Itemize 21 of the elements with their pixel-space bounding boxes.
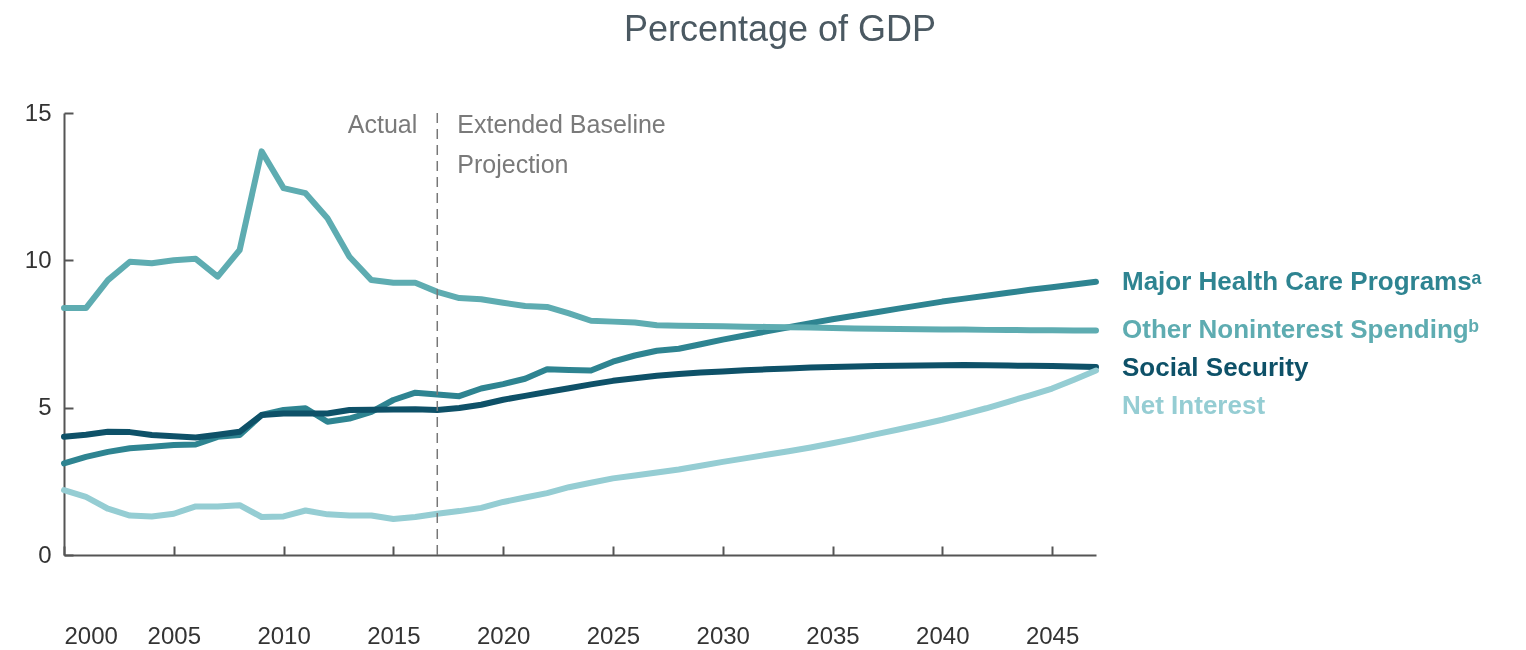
series-label: Major Health Care Programsᵃ bbox=[1122, 265, 1482, 296]
series-label: Social Security bbox=[1122, 352, 1309, 383]
x-tick-label: 2030 bbox=[696, 621, 750, 649]
series-label: Net Interest bbox=[1122, 390, 1266, 421]
x-tick-label: 2040 bbox=[916, 621, 970, 649]
x-tick-label: 2010 bbox=[257, 621, 311, 649]
y-tick-label: 0 bbox=[38, 540, 52, 568]
chart-title: Percentage of GDP bbox=[623, 8, 937, 49]
annotation: Actual bbox=[347, 110, 418, 138]
y-tick-label: 5 bbox=[38, 393, 52, 421]
x-tick-label: 2045 bbox=[1025, 621, 1080, 649]
x-tick-label: 2035 bbox=[806, 621, 860, 649]
series-label: Other Noninterest Spendingᵇ bbox=[1122, 314, 1479, 345]
y-tick-label: 10 bbox=[24, 245, 52, 273]
x-tick-label: 2000 bbox=[64, 621, 118, 649]
x-tick-label: 2020 bbox=[476, 621, 531, 649]
y-tick-label: 15 bbox=[24, 98, 52, 126]
x-tick-label: 2025 bbox=[586, 621, 641, 649]
x-tick-label: 2015 bbox=[367, 621, 421, 649]
annotation: Extended Baseline Projection bbox=[457, 110, 666, 178]
x-tick-label: 2005 bbox=[147, 621, 201, 649]
